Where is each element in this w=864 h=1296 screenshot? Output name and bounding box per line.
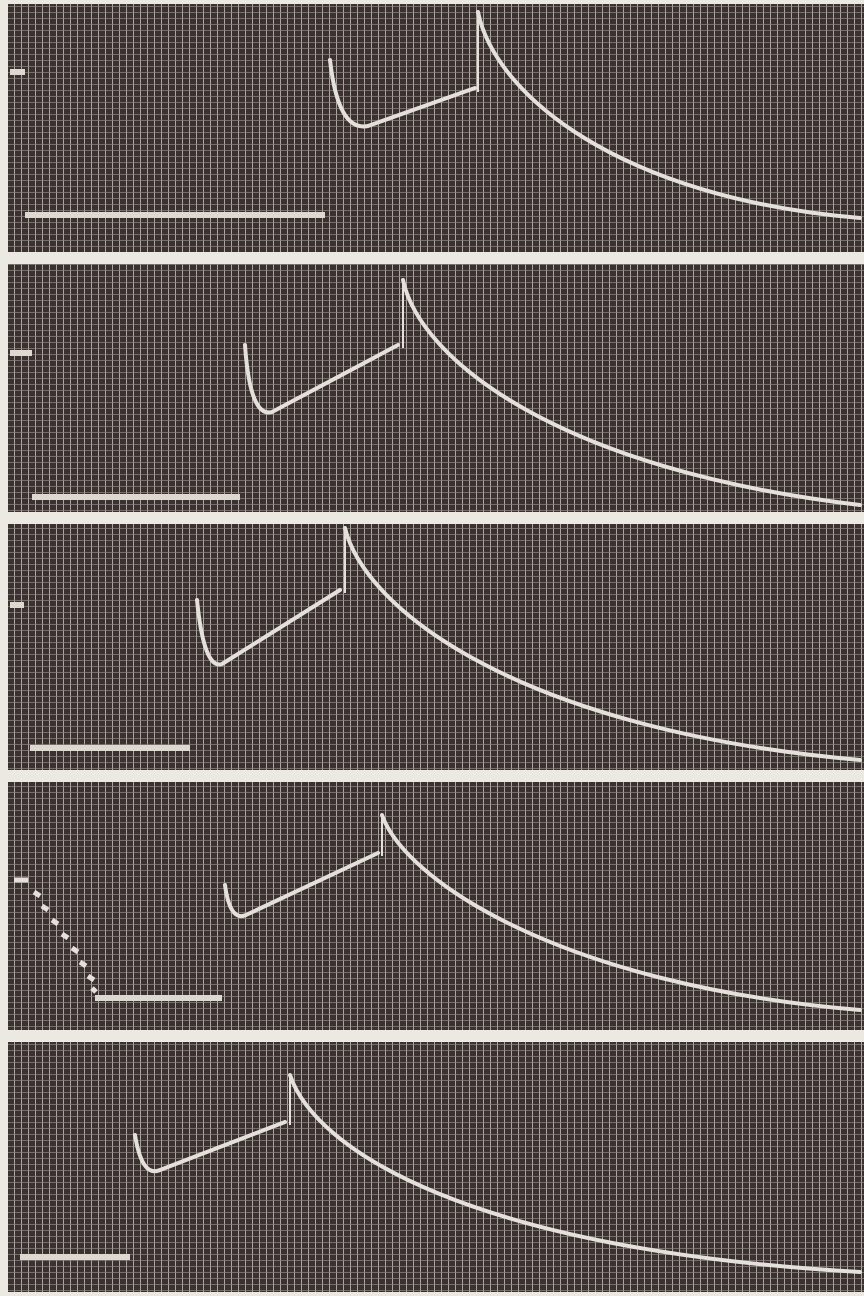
separator (0, 252, 864, 264)
stimulus-bar (20, 1254, 130, 1260)
stimulus-bar (95, 995, 222, 1001)
separator (0, 1030, 864, 1042)
marker (10, 602, 24, 608)
stimulus-bar (32, 494, 240, 500)
marker (10, 350, 32, 356)
stimulus-bar (25, 212, 325, 218)
separator (0, 770, 864, 782)
panel-grid (8, 524, 864, 770)
separator (0, 512, 864, 524)
marker (10, 69, 25, 75)
panel-grid (8, 1042, 864, 1292)
panel-grid (8, 264, 864, 512)
stimulus-bar (30, 745, 190, 751)
